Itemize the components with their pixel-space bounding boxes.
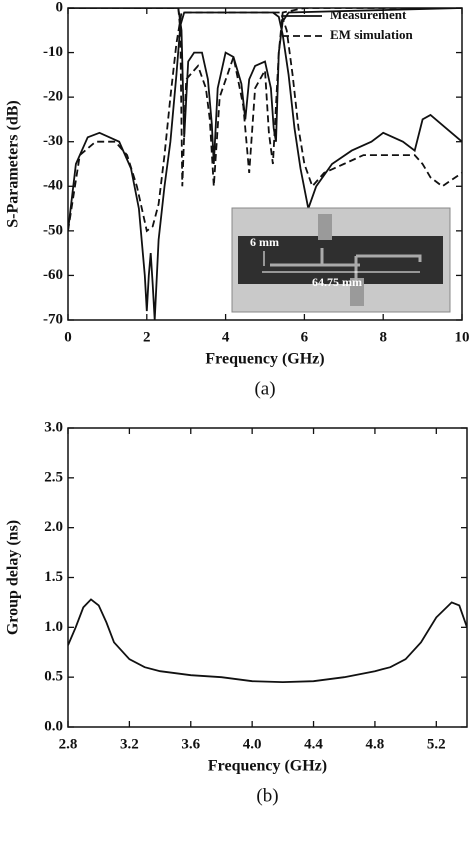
- y-tick-label: 1.5: [44, 569, 63, 585]
- x-tick-label: 4.0: [243, 736, 262, 752]
- x-tick-label: 5.2: [427, 736, 446, 752]
- x-tick-label: 2: [143, 329, 151, 345]
- series-line: [68, 8, 462, 187]
- y-tick-label: -20: [43, 89, 63, 105]
- inset-connector: [318, 214, 332, 240]
- inset-trace: [270, 248, 422, 280]
- series-line: [68, 11, 462, 233]
- inset-label: 64.75 mm: [312, 275, 362, 289]
- x-tick-label: 3.6: [181, 736, 200, 752]
- caption: (a): [254, 378, 275, 399]
- y-tick-label: 0: [56, 0, 64, 15]
- x-tick-label: 3.2: [120, 736, 139, 752]
- y-tick-label: 3.0: [44, 419, 63, 435]
- y-tick-label: 2.5: [44, 469, 63, 485]
- y-tick-label: -30: [43, 133, 63, 149]
- y-axis-label: S-Parameters (dB): [5, 100, 22, 228]
- y-tick-label: -40: [43, 178, 63, 194]
- legend-label: Measurement: [330, 7, 407, 22]
- series-line: [68, 11, 462, 320]
- y-tick-label: -60: [43, 267, 63, 283]
- legend-label: EM simulation: [330, 27, 413, 42]
- x-tick-label: 10: [455, 329, 470, 345]
- x-axis-label: Frequency (GHz): [205, 351, 324, 368]
- inset-connector: [350, 278, 364, 306]
- x-tick-label: 6: [301, 329, 309, 345]
- y-tick-label: -50: [43, 222, 63, 238]
- y-tick-label: 1.0: [44, 619, 63, 635]
- caption: (b): [256, 785, 278, 806]
- y-tick-label: -10: [43, 44, 63, 60]
- x-tick-label: 4: [222, 329, 230, 345]
- x-tick-label: 8: [379, 329, 387, 345]
- y-tick-label: 0.0: [44, 718, 63, 734]
- x-axis-label: Frequency (GHz): [208, 758, 327, 775]
- series-line: [68, 598, 467, 684]
- x-tick-label: 4.8: [366, 736, 385, 752]
- x-tick-label: 4.4: [304, 736, 323, 752]
- inset-label: 6 mm: [250, 235, 279, 249]
- y-tick-label: -70: [43, 311, 63, 327]
- plot-frame: [67, 7, 463, 321]
- inset-photo: [231, 207, 451, 313]
- inset-board: [238, 236, 443, 284]
- y-axis-label: Group delay (ns): [5, 520, 22, 635]
- series-line: [68, 8, 462, 165]
- x-tick-label: 2.8: [59, 736, 78, 752]
- y-tick-label: 0.5: [44, 669, 63, 685]
- y-tick-label: 2.0: [44, 519, 63, 535]
- x-tick-label: 0: [64, 329, 72, 345]
